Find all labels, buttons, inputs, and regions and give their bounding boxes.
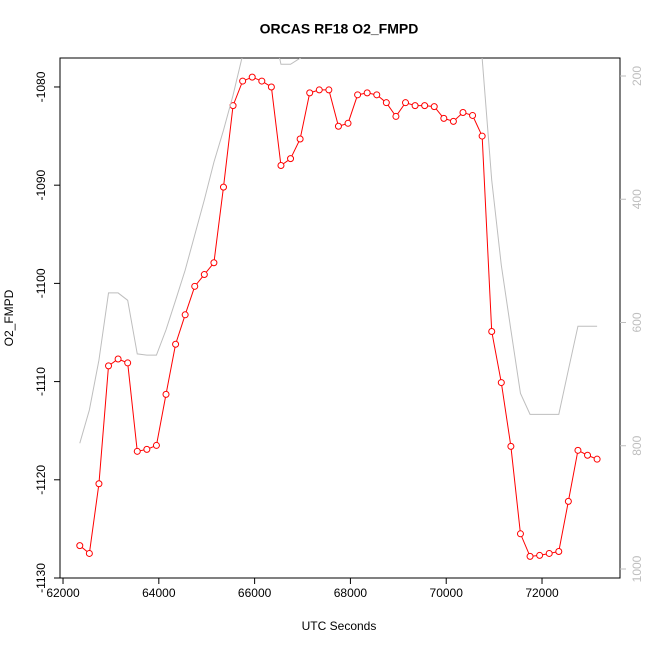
- chart-title: ORCAS RF18 O2_FMPD: [260, 21, 419, 37]
- y-tick-label: -1130: [34, 563, 48, 593]
- data-point: [421, 102, 429, 110]
- data-point: [133, 447, 141, 455]
- data-point: [114, 355, 122, 363]
- series-line: [79, 76, 598, 557]
- data-point: [497, 379, 505, 387]
- data-point: [105, 362, 113, 370]
- data-point: [516, 530, 524, 538]
- data-point: [507, 442, 515, 450]
- data-point: [363, 89, 371, 97]
- data-point: [488, 328, 496, 336]
- data-point: [440, 114, 448, 122]
- x-tick-label: 70000: [430, 586, 464, 600]
- data-point: [85, 549, 93, 557]
- y-tick-label: -1080: [34, 71, 48, 102]
- data-point: [545, 549, 553, 557]
- data-point: [172, 340, 180, 348]
- data-point: [411, 102, 419, 110]
- data-point: [430, 103, 438, 111]
- data-point: [95, 480, 103, 488]
- y-axis-label: O2_FMPD: [2, 289, 16, 346]
- data-point: [248, 73, 256, 81]
- data-point: [124, 359, 132, 367]
- data-point: [593, 455, 601, 463]
- series-line: [79, 58, 598, 444]
- data-point: [344, 119, 352, 127]
- data-point: [325, 86, 333, 94]
- data-point: [564, 497, 572, 505]
- data-point: [267, 83, 275, 91]
- data-point: [478, 132, 486, 140]
- data-point: [354, 91, 362, 99]
- x-tick-label: 62000: [46, 586, 80, 600]
- data-point: [555, 547, 563, 555]
- data-point: [574, 446, 582, 454]
- data-point: [315, 86, 323, 94]
- plot-area: [76, 58, 601, 560]
- x-tick-label: 66000: [238, 586, 272, 600]
- data-point: [296, 135, 304, 143]
- data-point: [76, 542, 84, 550]
- data-point: [287, 155, 295, 163]
- data-point: [584, 451, 592, 459]
- y-tick-label: -1100: [34, 268, 48, 298]
- y2-tick-label: 1000: [630, 555, 644, 582]
- data-point: [219, 183, 227, 191]
- x-tick-label: 64000: [142, 586, 176, 600]
- data-point: [536, 551, 544, 559]
- data-point: [306, 89, 314, 97]
- x-tick-label: 72000: [525, 586, 559, 600]
- y2-tick-label: 600: [630, 312, 644, 332]
- data-point: [181, 311, 189, 319]
- x-tick-label: 68000: [334, 586, 368, 600]
- y-tick-label: -1090: [34, 170, 48, 201]
- y2-tick-label: 200: [630, 66, 644, 86]
- x-axis-label: UTC Seconds: [302, 619, 377, 633]
- data-point: [526, 552, 534, 560]
- data-point: [449, 117, 457, 125]
- data-point: [334, 122, 342, 130]
- data-point: [469, 111, 477, 119]
- data-point: [277, 162, 285, 170]
- y2-tick-label: 400: [630, 189, 644, 209]
- data-point: [210, 259, 218, 267]
- data-point: [200, 271, 208, 279]
- data-point: [373, 91, 381, 99]
- data-point: [402, 99, 410, 107]
- y-tick-label: -1120: [34, 465, 48, 495]
- data-point: [239, 77, 247, 85]
- data-point: [143, 445, 151, 453]
- data-point: [162, 390, 170, 398]
- plot-frame: [59, 57, 621, 579]
- data-point: [191, 282, 199, 290]
- y-tick-label: -1110: [34, 367, 48, 396]
- data-point: [152, 441, 160, 449]
- data-point: [258, 77, 266, 85]
- data-point: [459, 109, 467, 117]
- data-point: [382, 99, 390, 107]
- y2-tick-label: 800: [630, 435, 644, 455]
- data-point: [392, 112, 400, 120]
